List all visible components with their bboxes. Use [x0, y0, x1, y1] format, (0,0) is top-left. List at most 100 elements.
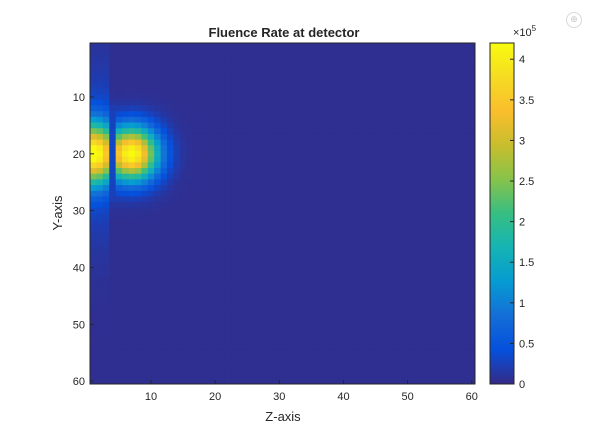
heatmap-cell	[295, 332, 303, 339]
heatmap-cell	[391, 65, 399, 72]
heatmap-cell	[404, 139, 412, 146]
heatmap-cell	[173, 253, 181, 260]
figure-toolbar-icon[interactable]: ⊕	[566, 12, 582, 28]
heatmap-cell	[256, 372, 264, 379]
heatmap-cell	[378, 378, 386, 385]
heatmap-cell	[372, 361, 380, 368]
heatmap-cell	[436, 77, 444, 84]
heatmap-cell	[398, 71, 405, 78]
heatmap-cell	[346, 190, 354, 197]
heatmap-cell	[122, 310, 129, 317]
heatmap-cell	[263, 327, 271, 334]
heatmap-cell	[269, 247, 277, 254]
heatmap-cell	[134, 162, 142, 169]
heatmap-cell	[96, 298, 104, 305]
heatmap-cell	[385, 145, 392, 152]
y-tick-label: 30	[73, 206, 85, 218]
heatmap-cell	[404, 77, 412, 84]
heatmap-cell	[179, 48, 187, 55]
heatmap-cell	[301, 202, 309, 209]
heatmap-cell	[224, 366, 232, 374]
heatmap-cell	[365, 264, 373, 271]
heatmap-cell	[192, 355, 200, 362]
heatmap-cell	[308, 315, 315, 322]
heatmap-cell	[160, 310, 168, 317]
heatmap-cell	[353, 128, 360, 135]
heatmap-cell	[410, 372, 418, 379]
heatmap-cell	[346, 366, 354, 374]
heatmap-cell	[449, 185, 457, 192]
heatmap-cell	[282, 162, 290, 169]
heatmap-cell	[365, 230, 373, 237]
heatmap-cell	[244, 321, 251, 328]
heatmap-cell	[449, 310, 457, 317]
heatmap-cell	[468, 207, 476, 214]
heatmap-cell	[192, 145, 200, 152]
heatmap-cell	[269, 122, 277, 129]
heatmap-cell	[179, 304, 187, 311]
heatmap-cell	[385, 71, 392, 78]
heatmap-cell	[141, 281, 149, 288]
heatmap-cell	[147, 241, 155, 248]
heatmap-cell	[199, 71, 206, 78]
heatmap-cell	[314, 111, 322, 118]
heatmap-cell	[134, 139, 142, 146]
heatmap-cell	[340, 315, 348, 322]
heatmap-cell	[115, 298, 123, 305]
heatmap-cell	[276, 207, 283, 214]
heatmap-cell	[154, 128, 161, 135]
heatmap-cell	[423, 128, 431, 135]
heatmap-cell	[167, 361, 174, 368]
heatmap-cell	[308, 264, 315, 271]
heatmap-cell	[333, 236, 341, 243]
colorbar-tick-label: 1.5	[519, 257, 534, 269]
heatmap-cell	[115, 173, 123, 180]
heatmap-cell	[301, 332, 309, 339]
heatmap-cell	[378, 344, 386, 351]
heatmap-cell	[109, 276, 117, 283]
heatmap-cell	[205, 327, 213, 334]
heatmap-cell	[224, 241, 232, 248]
heatmap-cell	[340, 128, 348, 135]
heatmap-cell	[122, 82, 129, 89]
heatmap-cell	[391, 236, 399, 243]
heatmap-cell	[468, 236, 476, 243]
heatmap-cell	[282, 344, 290, 351]
heatmap-cell	[417, 105, 425, 112]
heatmap-cell	[141, 366, 149, 374]
heatmap-cell	[340, 162, 348, 169]
heatmap-cell	[346, 88, 354, 95]
heatmap-cell	[276, 111, 283, 118]
heatmap-cell	[167, 310, 174, 317]
heatmap-cell	[417, 99, 425, 106]
heatmap-cell	[186, 71, 194, 78]
heatmap-cell	[378, 202, 386, 209]
heatmap-cell	[295, 94, 303, 101]
heatmap-cell	[224, 264, 232, 271]
heatmap-cell	[102, 349, 110, 356]
heatmap-cell	[263, 196, 271, 203]
heatmap-cell	[167, 287, 174, 294]
heatmap-cell	[96, 190, 104, 197]
heatmap-cell	[141, 241, 149, 248]
heatmap-cell	[449, 156, 457, 163]
heatmap-cell	[90, 48, 97, 55]
heatmap-cell	[211, 60, 219, 67]
heatmap-cell	[218, 264, 226, 271]
heatmap-cell	[333, 247, 341, 254]
heatmap-cell	[141, 128, 149, 135]
heatmap-cell	[160, 82, 168, 89]
heatmap-cell	[462, 338, 469, 345]
heatmap-cell	[314, 264, 322, 271]
heatmap-cell	[115, 361, 123, 368]
heatmap-cell	[96, 145, 104, 152]
heatmap-cell	[333, 253, 341, 260]
heatmap-cell	[269, 241, 277, 248]
heatmap-cell	[398, 202, 405, 209]
heatmap-cell	[179, 310, 187, 317]
heatmap-cell	[340, 355, 348, 362]
heatmap-cell	[237, 241, 245, 248]
heatmap-cell	[179, 207, 187, 214]
heatmap-cell	[333, 82, 341, 89]
heatmap-cell	[128, 179, 136, 186]
